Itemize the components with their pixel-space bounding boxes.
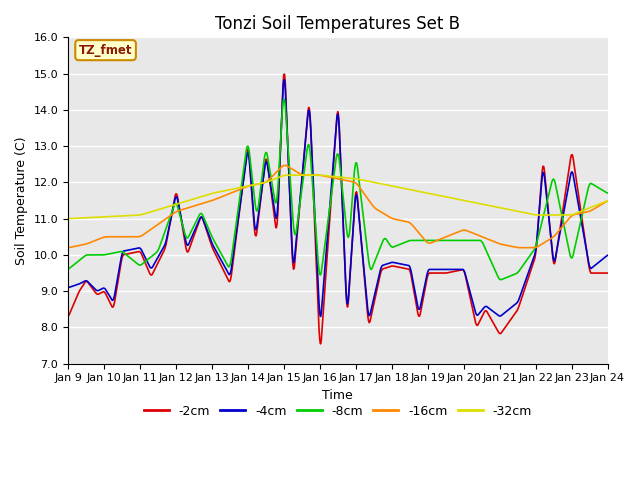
Title: Tonzi Soil Temperatures Set B: Tonzi Soil Temperatures Set B	[215, 15, 460, 33]
Y-axis label: Soil Temperature (C): Soil Temperature (C)	[15, 136, 28, 265]
Text: TZ_fmet: TZ_fmet	[79, 44, 132, 57]
X-axis label: Time: Time	[323, 389, 353, 402]
Legend: -2cm, -4cm, -8cm, -16cm, -32cm: -2cm, -4cm, -8cm, -16cm, -32cm	[139, 400, 537, 423]
